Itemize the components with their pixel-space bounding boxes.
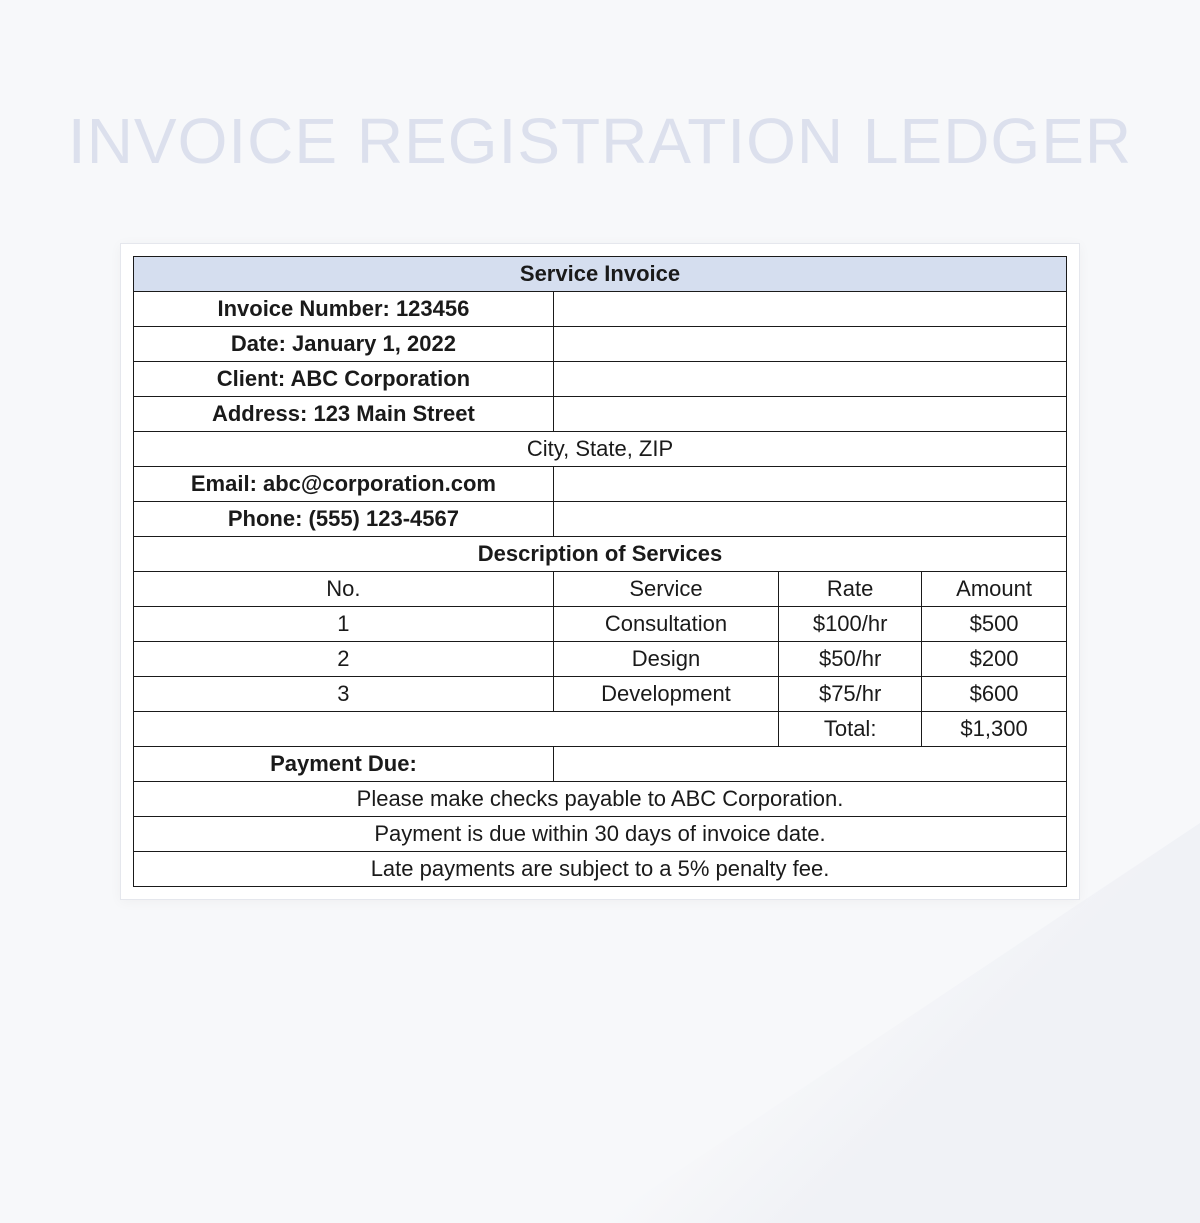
table-row: City, State, ZIP xyxy=(134,432,1067,467)
table-row: Description of Services xyxy=(134,537,1067,572)
empty-cell xyxy=(553,397,1066,432)
empty-cell xyxy=(553,292,1066,327)
table-row: Service Invoice xyxy=(134,257,1067,292)
invoice-date: Date: January 1, 2022 xyxy=(134,327,554,362)
cell-no: 3 xyxy=(134,677,554,712)
table-row: Email: abc@corporation.com xyxy=(134,467,1067,502)
table-row: Address: 123 Main Street xyxy=(134,397,1067,432)
table-row: Payment Due: xyxy=(134,747,1067,782)
col-amount: Amount xyxy=(922,572,1067,607)
table-row: No. Service Rate Amount xyxy=(134,572,1067,607)
invoice-city-state-zip: City, State, ZIP xyxy=(134,432,1067,467)
cell-amount: $500 xyxy=(922,607,1067,642)
table-row: Phone: (555) 123-4567 xyxy=(134,502,1067,537)
cell-rate: $75/hr xyxy=(779,677,922,712)
cell-amount: $200 xyxy=(922,642,1067,677)
cell-service: Development xyxy=(553,677,778,712)
table-row: 1 Consultation $100/hr $500 xyxy=(134,607,1067,642)
empty-cell xyxy=(553,502,1066,537)
empty-cell xyxy=(553,362,1066,397)
table-row: Total: $1,300 xyxy=(134,712,1067,747)
cell-rate: $50/hr xyxy=(779,642,922,677)
table-row: Payment is due within 30 days of invoice… xyxy=(134,817,1067,852)
cell-no: 2 xyxy=(134,642,554,677)
invoice-container: Service Invoice Invoice Number: 123456 D… xyxy=(120,243,1080,900)
invoice-address: Address: 123 Main Street xyxy=(134,397,554,432)
cell-amount: $600 xyxy=(922,677,1067,712)
payment-note: Payment is due within 30 days of invoice… xyxy=(134,817,1067,852)
empty-cell xyxy=(134,712,779,747)
empty-cell xyxy=(553,747,1066,782)
cell-rate: $100/hr xyxy=(779,607,922,642)
empty-cell xyxy=(553,327,1066,362)
invoice-email: Email: abc@corporation.com xyxy=(134,467,554,502)
payment-note: Late payments are subject to a 5% penalt… xyxy=(134,852,1067,887)
invoice-phone: Phone: (555) 123-4567 xyxy=(134,502,554,537)
cell-no: 1 xyxy=(134,607,554,642)
payment-due-label: Payment Due: xyxy=(134,747,554,782)
col-service: Service xyxy=(553,572,778,607)
table-row: Date: January 1, 2022 xyxy=(134,327,1067,362)
page-title: INVOICE REGISTRATION LEDGER xyxy=(0,0,1200,183)
empty-cell xyxy=(553,467,1066,502)
table-row: Invoice Number: 123456 xyxy=(134,292,1067,327)
table-row: Please make checks payable to ABC Corpor… xyxy=(134,782,1067,817)
table-row: Late payments are subject to a 5% penalt… xyxy=(134,852,1067,887)
payment-note: Please make checks payable to ABC Corpor… xyxy=(134,782,1067,817)
table-row: Client: ABC Corporation xyxy=(134,362,1067,397)
invoice-client: Client: ABC Corporation xyxy=(134,362,554,397)
invoice-number: Invoice Number: 123456 xyxy=(134,292,554,327)
cell-service: Design xyxy=(553,642,778,677)
cell-service: Consultation xyxy=(553,607,778,642)
services-header: Description of Services xyxy=(134,537,1067,572)
table-row: 2 Design $50/hr $200 xyxy=(134,642,1067,677)
table-row: 3 Development $75/hr $600 xyxy=(134,677,1067,712)
invoice-table: Service Invoice Invoice Number: 123456 D… xyxy=(133,256,1067,887)
col-rate: Rate xyxy=(779,572,922,607)
total-label: Total: xyxy=(779,712,922,747)
col-no: No. xyxy=(134,572,554,607)
invoice-header: Service Invoice xyxy=(134,257,1067,292)
total-amount: $1,300 xyxy=(922,712,1067,747)
